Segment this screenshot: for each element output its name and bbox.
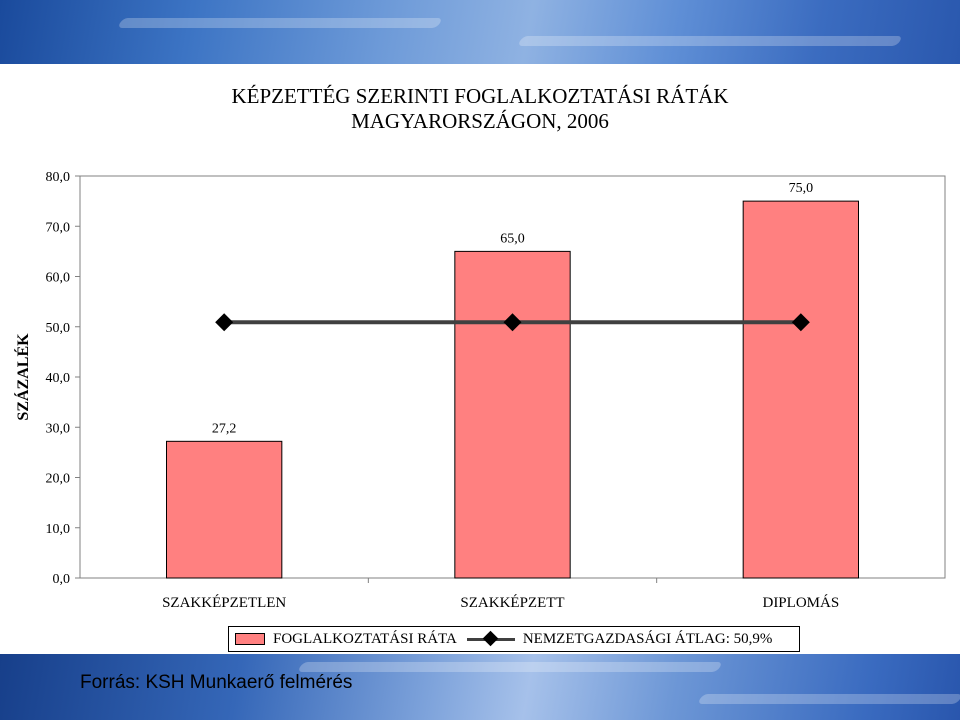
y-tick-label: 30,0 (46, 421, 71, 436)
bar-data-label: 65,0 (500, 231, 525, 246)
legend-label-line: NEMZETGAZDASÁGI ÁTLAG: 50,9% (522, 630, 773, 647)
source-note: Forrás: KSH Munkaerő felmérés (80, 672, 353, 693)
legend-label-bar: FOGLALKOZTATÁSI RÁTA (273, 630, 457, 647)
y-tick-label: 70,0 (46, 220, 71, 235)
average-marker-1 (215, 313, 234, 332)
top-decorative-band (0, 0, 960, 64)
average-marker-2 (503, 313, 522, 332)
chart-title-line-2: MAGYARORSZÁGON, 2006 (351, 109, 609, 133)
bar-1 (166, 440, 283, 579)
x-category-label: SZAKKÉPZETLEN (162, 594, 286, 611)
bottom-decorative-band (0, 654, 960, 720)
y-tick-label: 50,0 (46, 321, 71, 336)
chart-title-line-1: KÉPZETTÉG SZERINTI FOGLALKOZTATÁSI RÁTÁK (231, 84, 729, 108)
bar-3 (742, 200, 860, 579)
bar-data-label: 27,2 (212, 421, 237, 436)
y-tick-label: 20,0 (46, 472, 71, 487)
y-tick-label: 80,0 (46, 170, 71, 185)
y-tick-label: 0,0 (53, 572, 71, 587)
x-category-label: SZAKKÉPZETT (460, 594, 564, 611)
chart-title: KÉPZETTÉG SZERINTI FOGLALKOZTATÁSI RÁTÁK… (150, 84, 810, 134)
x-category-label: DIPLOMÁS (762, 594, 839, 611)
average-marker-3 (791, 313, 810, 332)
y-axis-label: SZÁZALÉK (13, 333, 32, 421)
legend-swatch-line (466, 630, 515, 647)
bar-data-label: 75,0 (789, 181, 814, 196)
legend-swatch-bar (235, 633, 265, 645)
y-tick-label: 40,0 (46, 371, 71, 386)
y-tick-label: 10,0 (46, 522, 71, 537)
chart-legend: FOGLALKOZTATÁSI RÁTA NEMZETGAZDASÁGI ÁTL… (228, 626, 800, 652)
bar-2 (454, 250, 571, 579)
chart-canvas: 0,0 10,0 20,0 30,0 40,0 50,0 60,0 70,0 80,0 SZÁZA… (13, 170, 946, 611)
y-tick-label: 60,0 (46, 271, 71, 286)
